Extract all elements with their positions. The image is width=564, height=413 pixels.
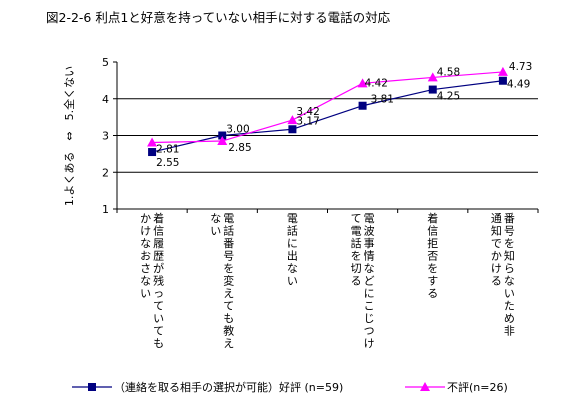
svg-text:て電話を切る: て電話を切る — [351, 212, 362, 288]
legend-item-1: （連絡を取る相手の選択が可能）好評 (n=59) — [72, 380, 343, 394]
y-tick-label: 3 — [102, 130, 109, 143]
svg-text:かけなおさない: かけなおさない — [140, 212, 151, 300]
data-label: 4.58 — [437, 66, 460, 78]
axis-layer: 1 2 3 4 5 — [102, 56, 539, 216]
chart-title: 図2-2-6 利点1と好意を持っていない相手に対する電話の対応 — [46, 10, 391, 25]
data-point-triangle — [427, 72, 438, 82]
data-label: 3.81 — [371, 94, 394, 106]
y-tick-label: 4 — [102, 93, 109, 106]
data-point-square — [218, 131, 227, 140]
svg-text:通知でかける: 通知でかける — [491, 212, 502, 288]
data-point-triangle — [287, 115, 298, 125]
svg-text:着信履歴が残っていても: 着信履歴が残っていても — [153, 211, 164, 350]
data-point-square — [498, 76, 507, 85]
data-label: 4.25 — [437, 91, 460, 103]
grid-layer — [117, 98, 538, 173]
data-label: 2.55 — [156, 157, 179, 169]
svg-text:電話番号を変えても教え: 電話番号を変えても教え — [223, 212, 234, 350]
data-point-square — [358, 101, 367, 110]
data-label: 3.17 — [296, 115, 319, 127]
data-label: 4.42 — [365, 77, 388, 89]
data-point-square — [428, 85, 437, 94]
category-label: 電話に出ない — [287, 212, 298, 288]
y-axis-label: 1.よくある ⇔ 5.全くない — [62, 66, 76, 206]
svg-text:ない: ない — [210, 212, 221, 238]
legend-label: 不評(n=26) — [447, 380, 508, 394]
series-2 — [147, 66, 508, 147]
legend-label: （連絡を取る相手の選択が可能）好評 (n=59) — [114, 380, 343, 394]
series-line — [152, 71, 503, 144]
svg-text:着信拒否をする: 着信拒否をする — [427, 211, 438, 300]
svg-text:電話に出ない: 電話に出ない — [287, 212, 298, 288]
data-point-triangle — [357, 78, 368, 88]
svg-text:電波事情などにこじつけ: 電波事情などにこじつけ — [364, 212, 375, 350]
data-label: 3.00 — [226, 124, 249, 136]
data-label: 4.49 — [507, 79, 530, 91]
data-point-triangle — [147, 137, 158, 147]
data-label: 3.42 — [296, 106, 319, 118]
data-label: 4.73 — [509, 61, 532, 73]
data-point-square — [288, 125, 297, 134]
y-tick-label: 5 — [102, 56, 109, 69]
series-1 — [148, 76, 507, 157]
svg-text:番号を知らないため非: 番号を知らないため非 — [504, 212, 515, 338]
data-label: 2.85 — [228, 142, 251, 154]
y-tick-label: 1 — [102, 203, 109, 216]
data-label-layer: 2.55 3.00 3.17 3.81 4.25 4.49 2.81 2.85 3.42 4.42… — [156, 61, 532, 169]
data-point-square — [148, 148, 157, 157]
legend-item-2: 不評(n=26) — [405, 380, 508, 394]
y-tick-label: 2 — [102, 166, 109, 179]
category-label: 着信拒否をする — [427, 211, 438, 300]
data-label: 2.81 — [156, 143, 179, 155]
data-point-triangle — [497, 66, 508, 76]
legend: （連絡を取る相手の選択が可能）好評 (n=59) 不評(n=26) — [72, 380, 508, 394]
series-line — [151, 80, 503, 153]
series-layer — [147, 66, 508, 157]
data-point-triangle — [217, 136, 228, 146]
